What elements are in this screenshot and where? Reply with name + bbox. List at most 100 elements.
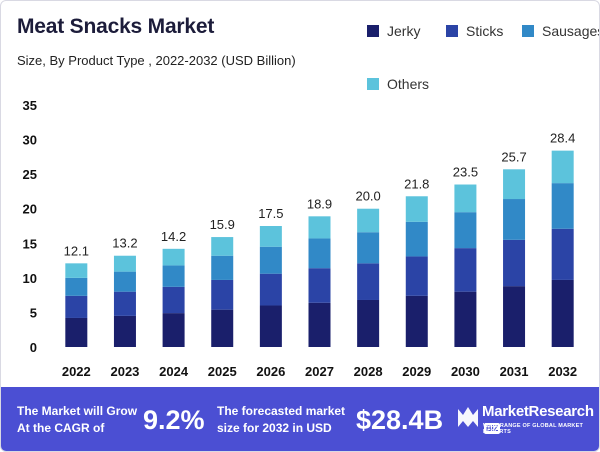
bar-segment-jerky-2022 (65, 317, 88, 347)
legend-item-sausages: Sausages (522, 23, 600, 39)
logo-tagline: WIDE RANGE OF GLOBAL MARKET REPORTS (483, 423, 584, 435)
legend-swatch-others (367, 78, 379, 90)
bar-total-label-2022: 12.1 (64, 243, 89, 258)
bar-segment-sticks-2031 (503, 239, 526, 287)
bar-segment-sausages-2027 (308, 238, 331, 269)
bar-segment-sticks-2032 (551, 228, 574, 280)
bar-segment-jerky-2027 (308, 302, 331, 347)
bar-segment-sausages-2030 (454, 212, 477, 249)
bar-total-label-2027: 18.9 (307, 196, 332, 211)
x-tick-label-2027: 2027 (305, 364, 334, 379)
bar-segment-others-2024 (162, 248, 185, 266)
y-tick-label: 5 (30, 305, 37, 320)
y-tick-label: 35 (23, 98, 37, 113)
x-tick-label-2024: 2024 (159, 364, 189, 379)
bar-segment-sticks-2027 (308, 268, 331, 303)
y-tick-label: 0 (30, 340, 37, 355)
bar-segment-sausages-2032 (551, 183, 574, 229)
bar-segment-jerky-2032 (551, 279, 574, 347)
bar-segment-others-2022 (65, 263, 88, 278)
bar-segment-jerky-2023 (113, 315, 136, 347)
y-tick-label: 20 (23, 202, 37, 217)
x-tick-label-2030: 2030 (451, 364, 480, 379)
y-tick-label: 15 (23, 236, 37, 251)
legend-swatch-sticks (446, 25, 458, 37)
cagr-value: 9.2% (143, 405, 205, 435)
bar-segment-others-2023 (113, 255, 136, 272)
bar-segment-jerky-2028 (357, 299, 380, 347)
bar-total-label-2030: 23.5 (453, 165, 478, 180)
forecast-value: $28.4B (356, 405, 444, 435)
bar-segment-others-2030 (454, 184, 477, 213)
bar-segment-jerky-2031 (503, 286, 526, 347)
logo-wordmark: MarketResearch BIZ (482, 403, 599, 437)
bar-segment-jerky-2025 (211, 309, 234, 347)
x-tick-label-2023: 2023 (110, 364, 139, 379)
bar-total-label-2024: 14.2 (161, 229, 186, 244)
bar-segment-sticks-2024 (162, 286, 185, 314)
x-tick-label-2026: 2026 (256, 364, 285, 379)
bar-segment-jerky-2029 (405, 295, 428, 347)
footer-banner: The Market will Grow At the CAGR of 9.2%… (1, 387, 599, 451)
legend-swatch-jerky (367, 25, 379, 37)
legend-item-sticks: Sticks (446, 23, 503, 39)
forecast-text-line2: size for 2032 in USD (217, 421, 332, 435)
bar-segment-sticks-2029 (405, 256, 428, 296)
marketresearch-logo-icon (458, 407, 478, 427)
bar-segment-sticks-2022 (65, 295, 88, 318)
bar-segment-sticks-2025 (211, 279, 234, 310)
bar-total-label-2031: 25.7 (501, 149, 526, 164)
cagr-text: The Market will Grow At the CAGR of (17, 403, 137, 437)
bar-segment-jerky-2024 (162, 313, 185, 347)
bar-segment-jerky-2030 (454, 291, 477, 347)
bar-segment-sticks-2023 (113, 291, 136, 316)
bar-segment-sausages-2022 (65, 277, 88, 296)
x-tick-label-2022: 2022 (62, 364, 91, 379)
y-tick-label: 30 (23, 133, 37, 148)
bar-segment-others-2029 (405, 196, 428, 222)
legend-label-sausages: Sausages (542, 23, 600, 39)
forecast-text-line1: The forecasted market (217, 404, 346, 418)
bar-segment-sausages-2025 (211, 255, 234, 280)
bar-segment-others-2031 (503, 169, 526, 200)
bar-total-label-2032: 28.4 (550, 131, 575, 146)
chart-subtitle: Size, By Product Type , 2022-2032 (USD B… (17, 53, 296, 68)
legend-item-others: Others (367, 76, 429, 92)
x-tick-label-2031: 2031 (500, 364, 529, 379)
legend-label-sticks: Sticks (466, 23, 504, 39)
cagr-text-line2: At the CAGR of (17, 421, 105, 435)
bar-segment-sausages-2029 (405, 221, 428, 257)
bar-segment-sticks-2028 (357, 263, 380, 300)
x-tick-label-2028: 2028 (354, 364, 383, 379)
x-tick-label-2032: 2032 (548, 364, 577, 379)
bar-segment-others-2032 (551, 150, 574, 184)
bar-segment-others-2027 (308, 216, 331, 239)
bar-segment-sausages-2031 (503, 199, 526, 240)
y-tick-label: 10 (23, 271, 37, 286)
logo-badge: BIZ (484, 423, 500, 434)
bar-segment-sticks-2030 (454, 248, 477, 292)
bar-total-label-2028: 20.0 (355, 189, 380, 204)
bar-segment-sausages-2028 (357, 232, 380, 264)
bar-segment-others-2025 (211, 237, 234, 256)
y-tick-label: 25 (23, 167, 37, 182)
chart-title: Meat Snacks Market (17, 15, 215, 38)
bar-total-label-2029: 21.8 (404, 176, 429, 191)
bar-segment-sausages-2023 (113, 271, 136, 292)
logo-name: MarketResearch (482, 403, 594, 420)
legend-item-jerky: Jerky (367, 23, 420, 39)
bar-segment-sausages-2026 (259, 246, 282, 274)
forecast-text: The forecasted market size for 2032 in U… (217, 403, 345, 437)
bar-segment-sausages-2024 (162, 265, 185, 287)
bar-total-label-2026: 17.5 (258, 206, 283, 221)
bar-total-label-2025: 15.9 (210, 217, 235, 232)
bar-segment-sticks-2026 (259, 273, 282, 306)
bar-segment-jerky-2026 (259, 305, 282, 347)
legend-swatch-sausages (522, 25, 534, 37)
bar-segment-others-2028 (357, 208, 380, 233)
cagr-text-line1: The Market will Grow (17, 404, 138, 418)
legend-label-jerky: Jerky (387, 23, 421, 39)
stacked-bar-chart: 0510152025303512.1202213.2202314.2202415… (23, 98, 578, 379)
legend-label-others: Others (387, 76, 430, 92)
